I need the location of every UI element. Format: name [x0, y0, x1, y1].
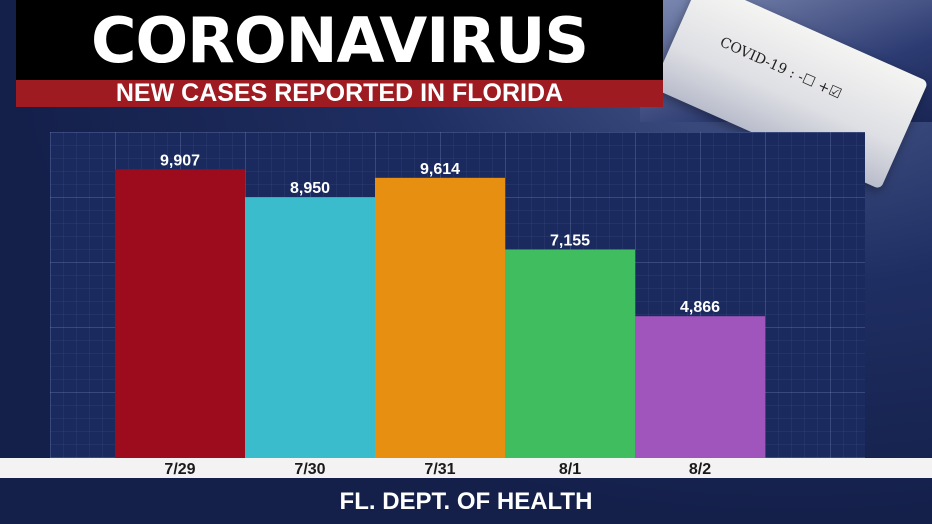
data-label: 9,907: [160, 152, 200, 169]
bar-8-1: [505, 249, 635, 458]
x-tick-label: 8/1: [559, 461, 581, 478]
x-axis-strip: [0, 458, 932, 478]
data-label: 7,155: [550, 232, 590, 249]
source-label: FL. DEPT. OF HEALTH: [339, 488, 593, 515]
x-tick-label: 7/30: [294, 461, 325, 478]
x-tick-label: 7/29: [164, 461, 195, 478]
page-title: CORONAVIRUS: [90, 4, 589, 77]
bar-7-31: [375, 177, 505, 459]
title-bar: CORONAVIRUS: [16, 0, 663, 80]
bar-7-29: [115, 169, 245, 458]
data-label: 9,614: [420, 161, 460, 178]
data-label: 4,866: [680, 299, 720, 316]
bar-8-2: [635, 316, 765, 458]
page-subtitle: NEW CASES REPORTED IN FLORIDA: [115, 79, 564, 107]
bar-7-30: [245, 197, 375, 458]
x-tick-label: 7/31: [424, 461, 455, 478]
x-tick-label: 8/2: [689, 461, 711, 478]
subtitle-bar: NEW CASES REPORTED IN FLORIDA: [16, 80, 663, 107]
data-label: 8,950: [290, 180, 330, 197]
